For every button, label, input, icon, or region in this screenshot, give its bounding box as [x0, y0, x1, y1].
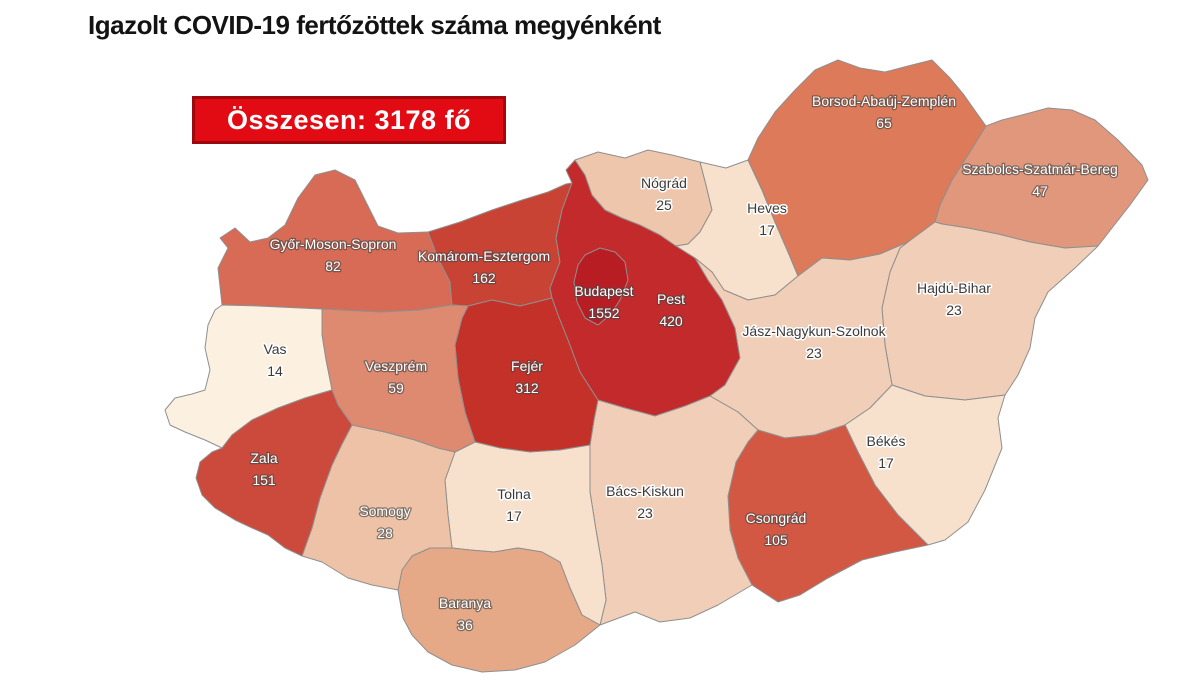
county-label-veszprem: Veszprém 59	[365, 358, 427, 396]
county-label-szabolcs-szatmar-bereg: Szabolcs-Szatmár-Bereg 47	[962, 161, 1118, 199]
county-label-hajdu-bihar: Hajdú-Bihar 23	[917, 280, 991, 318]
county-label-baranya: Baranya 36	[439, 595, 491, 633]
county-label-borsod-abauj-zemplen: Borsod-Abaúj-Zemplén 65	[812, 93, 956, 131]
county-label-bekes: Békés 17	[867, 433, 906, 471]
county-label-bacs-kiskun: Bács-Kiskun 23	[606, 483, 684, 521]
county-shape-budapest	[573, 247, 629, 326]
county-shape-hajdu-bihar	[881, 221, 1099, 401]
page-title: Igazolt COVID-19 fertőzöttek száma megyé…	[88, 10, 661, 40]
county-label-zala: Zala 151	[250, 450, 277, 488]
county-shape-szabolcs-szatmar-bereg	[934, 107, 1149, 249]
county-shape-vas	[164, 304, 333, 449]
total-badge: Összesen: 3178 fő	[192, 96, 506, 144]
county-label-nograd: Nógrád 25	[641, 175, 687, 213]
county-label-budapest: Budapest 1552	[574, 283, 633, 321]
county-label-fejer: Fejér 312	[511, 358, 543, 396]
county-label-vas: Vas 14	[263, 341, 286, 379]
county-label-somogy: Somogy 28	[359, 503, 410, 541]
county-label-komarom-esztergom: Komárom-Esztergom 162	[418, 248, 550, 286]
county-shape-zala	[195, 389, 353, 557]
county-label-tolna: Tolna 17	[497, 486, 531, 524]
county-label-pest: Pest 420	[657, 291, 685, 329]
county-label-heves: Heves 17	[747, 200, 787, 238]
total-badge-label: Összesen: 3178 fő	[226, 104, 472, 135]
county-shape-jasz-nagykun-szolnok	[694, 241, 909, 439]
county-label-csongrad: Csongrád 105	[746, 510, 807, 548]
county-label-gyor-moson-sopron: Győr-Moson-Sopron 82	[270, 236, 397, 274]
county-label-jasz-nagykun-szolnok: Jász-Nagykun-Szolnok 23	[742, 323, 886, 361]
